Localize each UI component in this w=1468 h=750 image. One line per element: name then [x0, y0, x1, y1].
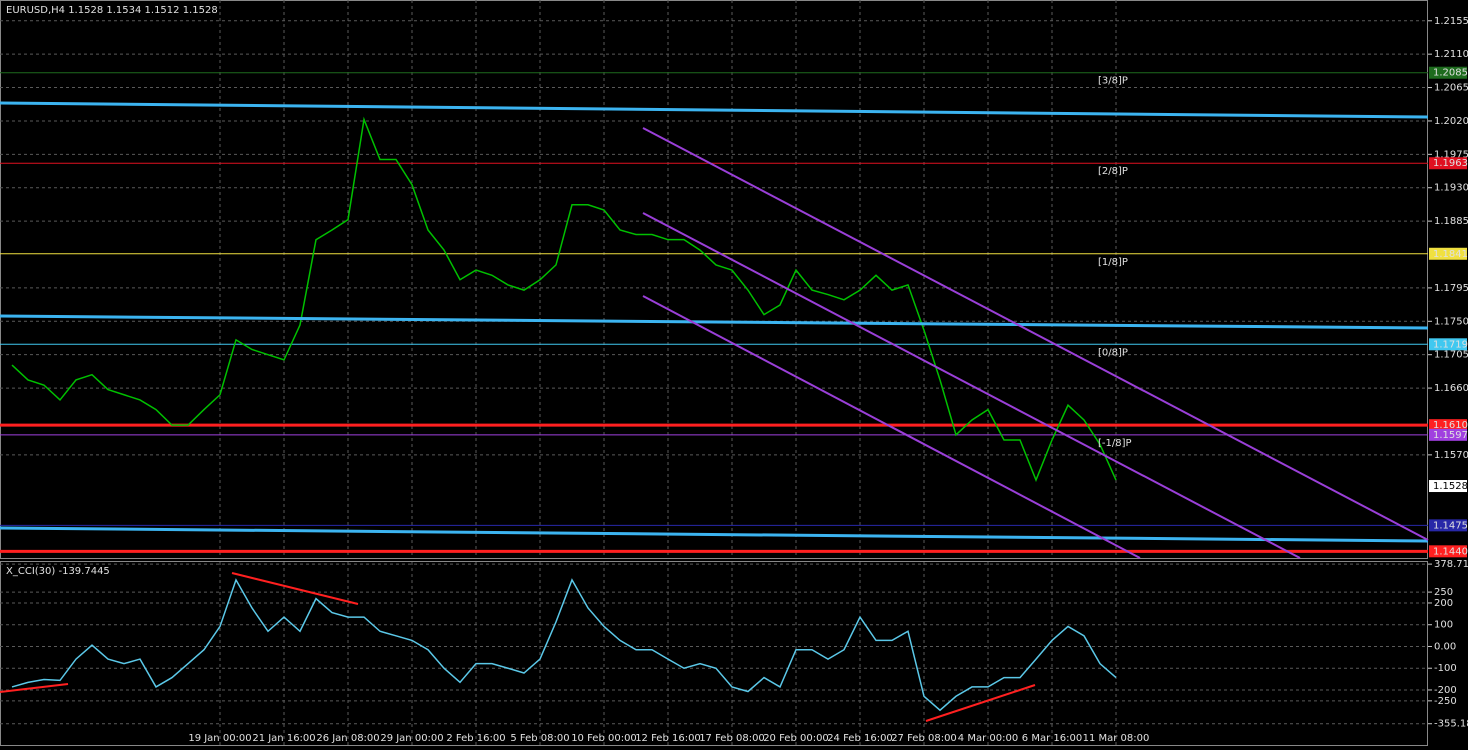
y-tick-label: 250 [1434, 587, 1453, 598]
trend-line [0, 526, 1429, 543]
divergence-line [0, 683, 69, 693]
level-tag [1429, 545, 1467, 558]
level-tag [1429, 157, 1467, 170]
chart-title: EURUSD,H4 1.1528 1.1534 1.1512 1.1528 [6, 5, 218, 16]
y-tick-label: 1.1705 [1434, 350, 1468, 361]
level-tag [1429, 419, 1467, 432]
current-price: 1.1528 [1433, 481, 1468, 492]
x-tick-label: 5 Feb 08:00 [510, 733, 569, 744]
channel-line [642, 295, 1141, 559]
y-tick-label: 1.1885 [1434, 216, 1468, 227]
y-tick-label: 1.1975 [1434, 149, 1468, 160]
level-tag [1429, 338, 1467, 351]
divergence-line [925, 684, 1036, 722]
x-tick-label: 27 Feb 08:00 [891, 733, 957, 744]
channel-line [642, 127, 1429, 541]
main-panel-frame [0, 0, 1428, 559]
trend-line [0, 314, 1429, 330]
channel-line [642, 212, 1301, 559]
y-tick-label: 1.2155 [1434, 16, 1468, 27]
level-tag [1429, 66, 1467, 79]
level-value: 1.2085 [1433, 68, 1468, 79]
y-tick-label: 1.2020 [1434, 116, 1468, 127]
x-tick-label: 4 Mar 00:00 [958, 733, 1018, 744]
x-tick-label: 10 Feb 00:00 [571, 733, 637, 744]
y-tick-label: 1.1750 [1434, 316, 1468, 327]
x-tick-label: 21 Jan 16:00 [252, 733, 315, 744]
y-tick-label: 1.1570 [1434, 450, 1468, 461]
level-name: [2/8]P [1098, 166, 1128, 177]
level-tag [1429, 247, 1467, 260]
x-tick-label: 26 Jan 08:00 [316, 733, 379, 744]
price-line [11, 116, 1117, 483]
y-tick-label: -250 [1434, 696, 1457, 707]
x-tick-label: 19 Jan 00:00 [188, 733, 251, 744]
x-tick-label: 29 Jan 00:00 [380, 733, 443, 744]
x-tick-label: 17 Feb 08:00 [699, 733, 765, 744]
y-tick-label: 0.00 [1434, 641, 1456, 652]
x-tick-label: 12 Feb 16:00 [635, 733, 701, 744]
indicator-title: X_CCI(30) -139.7445 [6, 566, 110, 577]
plot-layer [0, 0, 1428, 745]
level-value: 1.1440 [1433, 546, 1468, 557]
level-value: 1.1475 [1433, 520, 1468, 531]
level-name: [-1/8]P [1098, 438, 1132, 449]
level-name: [3/8]P [1098, 76, 1128, 87]
y-tick-label: -355.189 [1434, 719, 1468, 730]
y-tick-label: -100 [1434, 663, 1457, 674]
cci-panel-frame [0, 561, 1428, 746]
price-line [11, 578, 1117, 712]
x-tick-label: 6 Mar 16:00 [1022, 733, 1082, 744]
level-value: 1.1963 [1433, 158, 1468, 169]
y-tick-label: 1.1795 [1434, 283, 1468, 294]
divergence-line [231, 572, 359, 605]
x-tick-label: 24 Feb 16:00 [827, 733, 893, 744]
x-tick-label: 2 Feb 16:00 [446, 733, 505, 744]
trend-line [0, 101, 1429, 119]
level-value: 1.1719 [1433, 339, 1468, 350]
x-tick-label: 11 Mar 08:00 [1083, 733, 1150, 744]
y-tick-label: 1.2065 [1434, 83, 1468, 94]
level-name: [1/8]P [1098, 257, 1128, 268]
y-tick-label: 1.1930 [1434, 183, 1468, 194]
y-tick-label: 1.1660 [1434, 383, 1468, 394]
y-tick-label: 378.7116 [1434, 559, 1468, 570]
y-tick-label: 1.2110 [1434, 49, 1468, 60]
level-value: 1.1610 [1433, 420, 1468, 431]
y-tick-label: 200 [1434, 598, 1453, 609]
level-tag [1429, 519, 1467, 532]
level-value: 1.1841 [1433, 249, 1468, 260]
y-tick-label: 100 [1434, 620, 1453, 631]
level-name: [0/8]P [1098, 347, 1128, 358]
current-price-tag [1429, 480, 1467, 493]
level-tag [1429, 428, 1467, 441]
y-tick-label: -200 [1434, 685, 1457, 696]
x-tick-label: 20 Feb 00:00 [763, 733, 829, 744]
level-value: 1.1597 [1433, 430, 1468, 441]
